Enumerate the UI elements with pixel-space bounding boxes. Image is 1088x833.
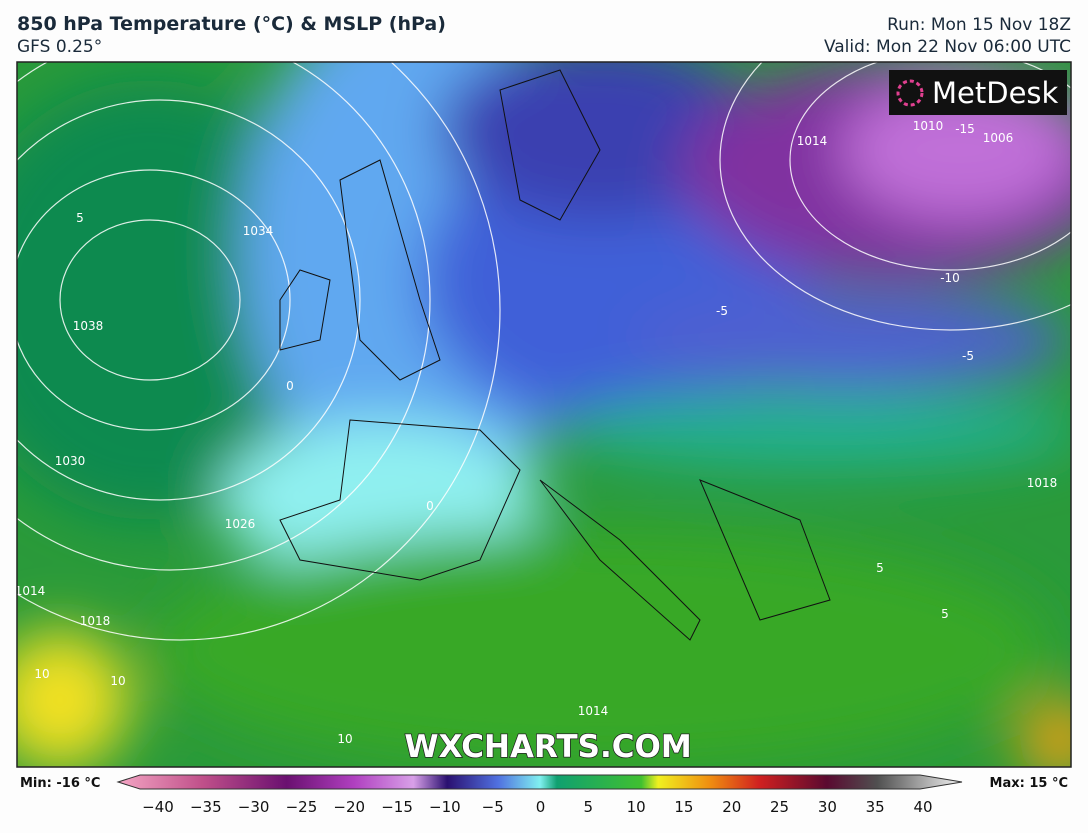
colorbar-tick-label: −40	[142, 798, 174, 816]
contour-label: 1026	[225, 517, 256, 531]
colorbar-tick-label: 5	[584, 798, 594, 816]
colorbar-tick-label: −10	[429, 798, 461, 816]
contour-label: 5	[941, 607, 949, 621]
contour-label: 1014	[797, 134, 828, 148]
colorbar-tick-label: −15	[381, 798, 413, 816]
colorbar-tick-label: −25	[286, 798, 318, 816]
colorbar	[116, 774, 963, 790]
contour-label: 1010	[913, 119, 944, 133]
max-label: Max: 15 °C	[990, 776, 1068, 791]
colorbar-tick-label: −30	[238, 798, 270, 816]
colorbar-tick-label: −35	[190, 798, 222, 816]
colorbar-tick-label: 30	[818, 798, 837, 816]
contour-label: 1034	[243, 224, 274, 238]
run: Run: Mon 15 Nov 18Z	[887, 15, 1071, 35]
contour-label: 0	[426, 499, 434, 513]
contour-label: 1030	[55, 454, 86, 468]
contour-label: -10	[940, 271, 960, 285]
contour-label: 10	[110, 674, 125, 688]
contour-label: 0	[286, 379, 294, 393]
colorbar-tick-label: 25	[770, 798, 789, 816]
colorbar-tick-label: 20	[722, 798, 741, 816]
colorbar-tick-label: 0	[536, 798, 546, 816]
contour-label: 1006	[983, 131, 1014, 145]
title: 850 hPa Temperature (°C) & MSLP (hPa)	[17, 13, 446, 35]
colorbar-tick-label: 40	[913, 798, 932, 816]
contour-label: 5	[876, 561, 884, 575]
colorbar-ticks: −40 −35 −30 −25 −20 −15 −10 −5 0 5 10 15 20 25 30 35 40	[142, 798, 932, 816]
min-label: Min: -16 °C	[20, 776, 100, 791]
colorbar-tick-label: −20	[333, 798, 365, 816]
contour-labels: 1034103810301026101410181010100610141018…	[15, 119, 1058, 746]
contour-label: 1014	[578, 704, 609, 718]
contour-label: 1018	[80, 614, 111, 628]
model: GFS 0.25°	[17, 37, 103, 57]
colorbar-tick-label: −5	[482, 798, 504, 816]
contour-label: 1018	[1027, 476, 1058, 490]
colorbar-tick-label: 10	[627, 798, 646, 816]
contour-label: 1038	[73, 319, 104, 333]
contour-label: -5	[962, 349, 974, 363]
contour-label: 10	[34, 667, 49, 681]
valid: Valid: Mon 22 Nov 06:00 UTC	[823, 37, 1071, 57]
contour-label: -5	[716, 304, 728, 318]
logo: MetDesk	[932, 76, 1059, 110]
contour-label: -15	[955, 122, 975, 136]
contour-label: 5	[76, 211, 84, 225]
contour-label: 1014	[15, 584, 46, 598]
map-area: 1034103810301026101410181010100610141018…	[15, 62, 1071, 767]
colorbar-tick-label: 15	[674, 798, 693, 816]
watermark: WXCHARTS.COM	[404, 729, 691, 765]
contour-label: 10	[337, 732, 352, 746]
colorbar-tick-label: 35	[866, 798, 885, 816]
